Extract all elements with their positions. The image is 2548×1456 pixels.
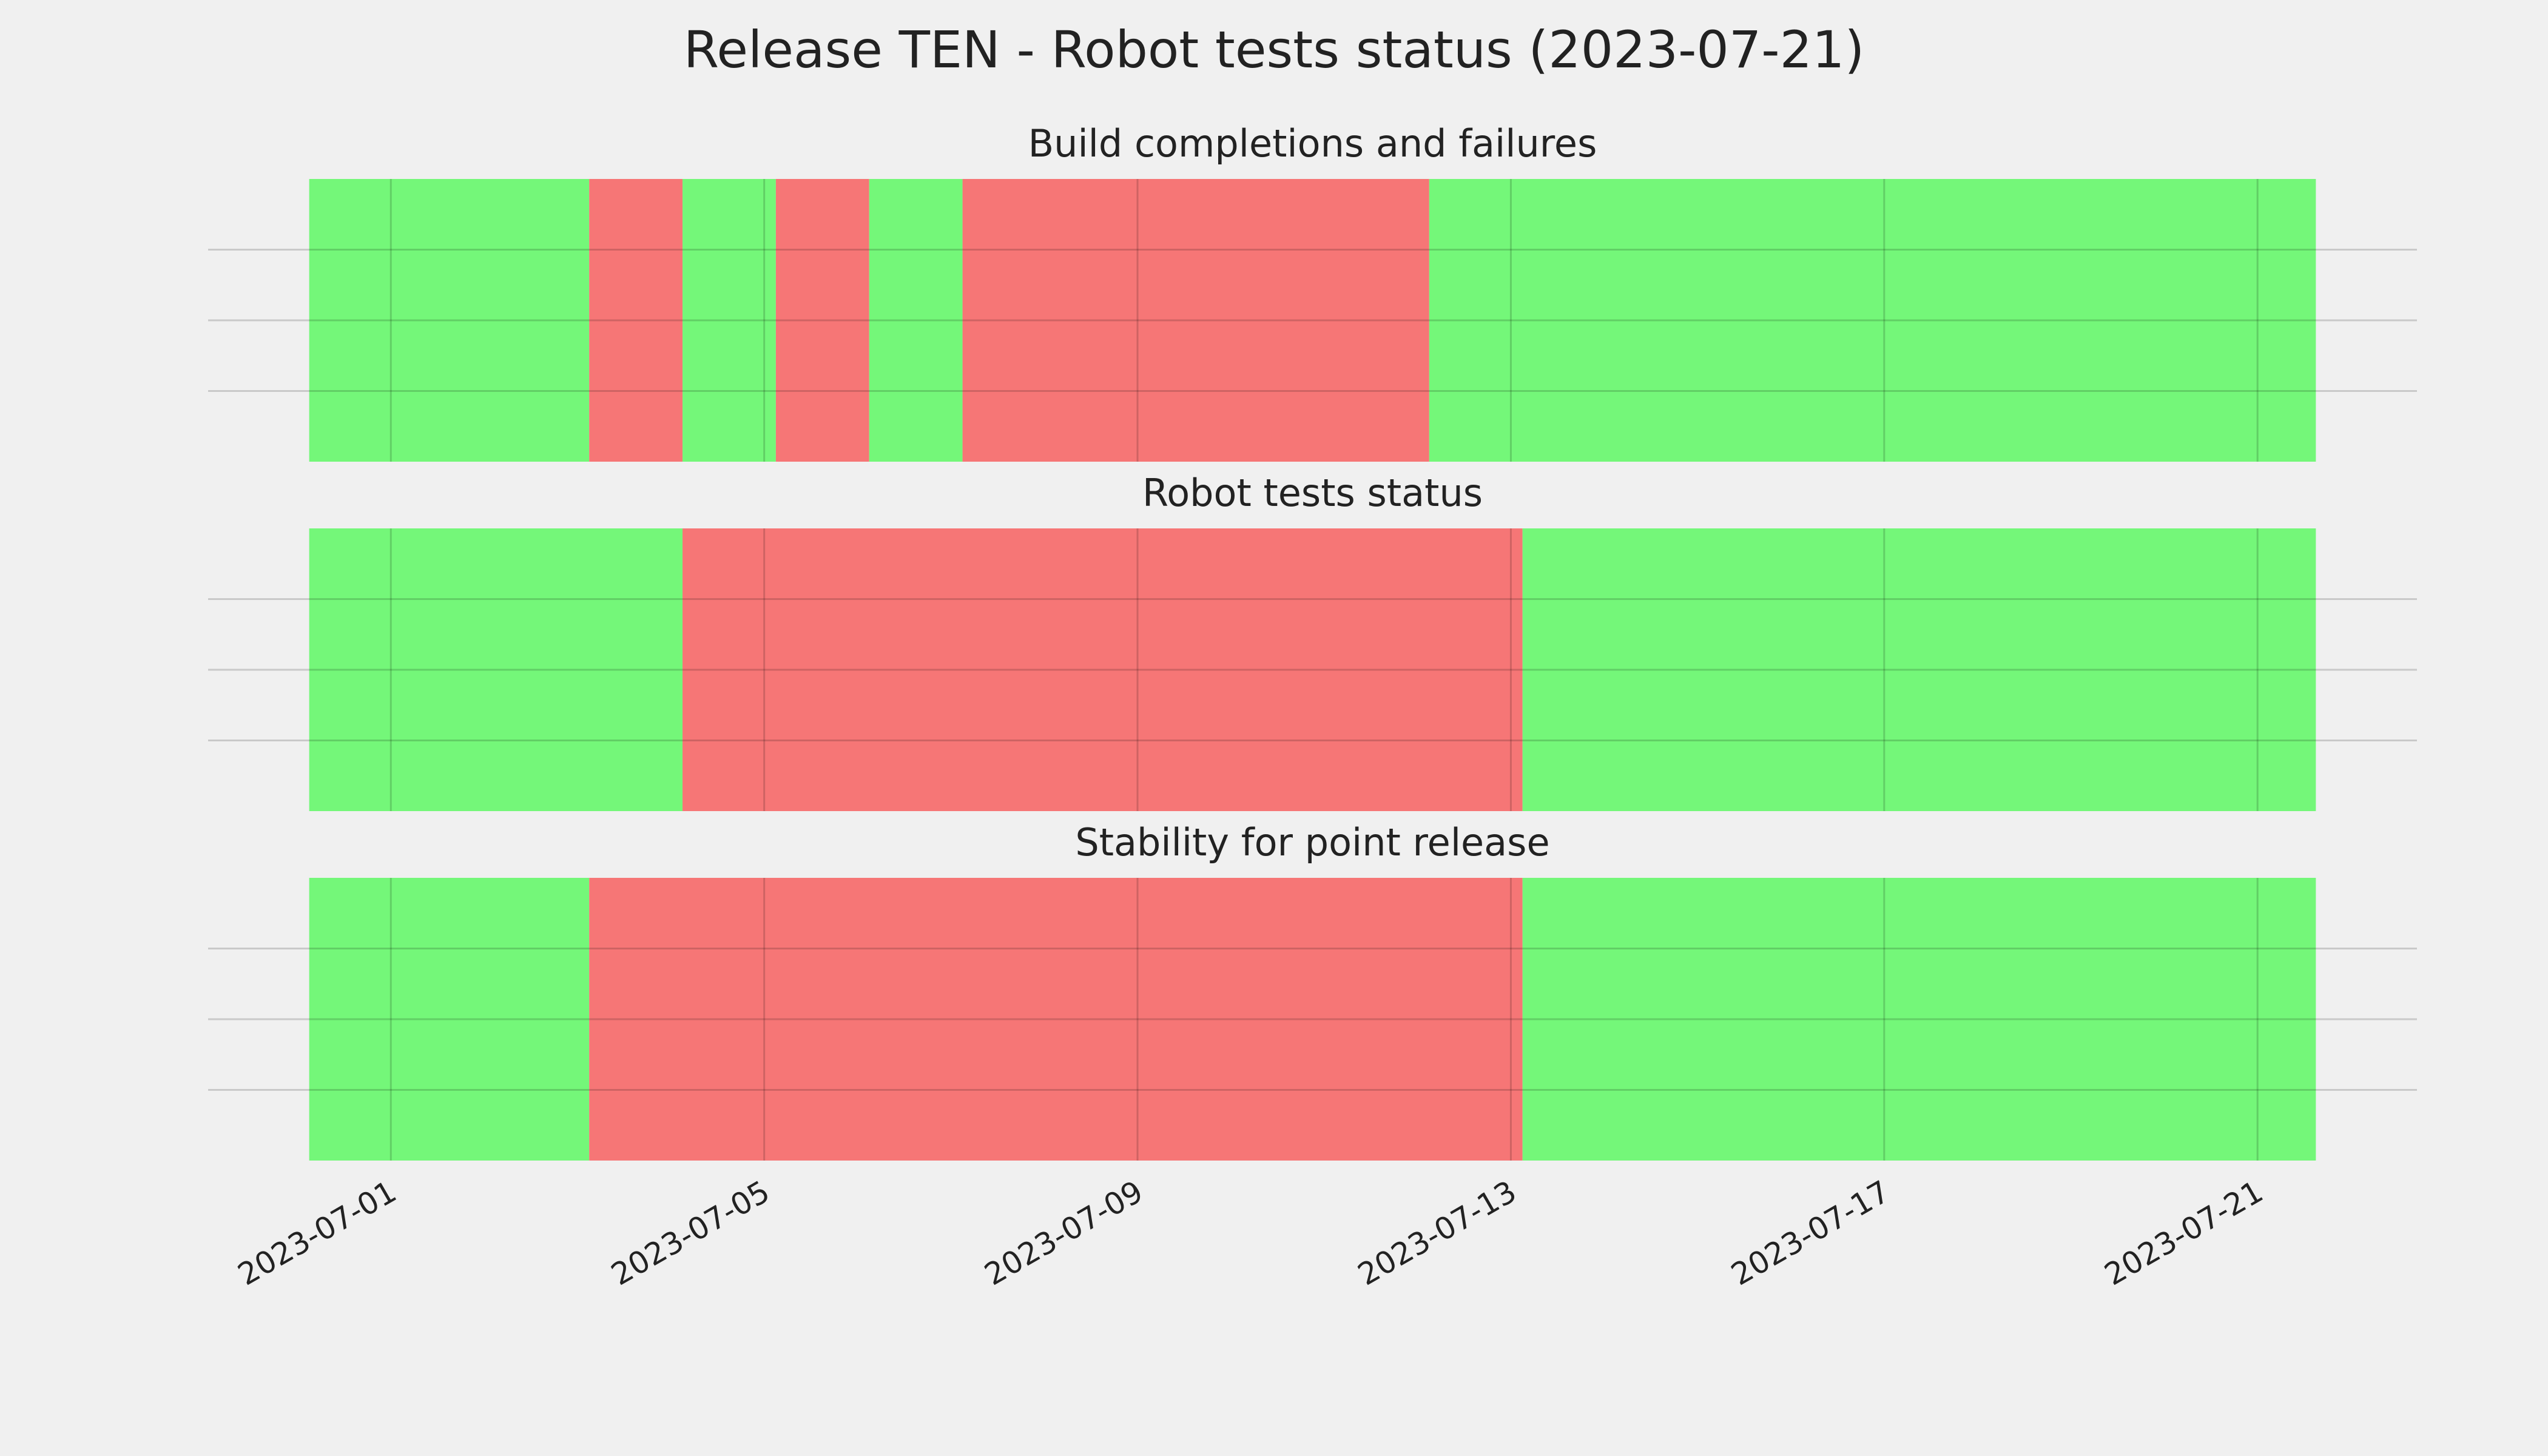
status-span xyxy=(682,179,776,462)
status-span xyxy=(869,179,963,462)
status-span xyxy=(1522,528,2316,811)
status-span xyxy=(309,528,683,811)
panel-title: Stability for point release xyxy=(1075,820,1549,864)
status-span xyxy=(1429,179,2316,462)
status-span xyxy=(589,179,683,462)
panel-title: Build completions and failures xyxy=(1028,121,1597,166)
status-span xyxy=(1522,878,2316,1161)
status-span xyxy=(962,179,1429,462)
status-span xyxy=(682,528,1523,811)
status-span xyxy=(775,179,869,462)
status-span xyxy=(589,878,1523,1161)
status-span xyxy=(309,179,590,462)
panel-title: Robot tests status xyxy=(1142,471,1483,515)
status-span xyxy=(309,878,590,1161)
chart-title: Release TEN - Robot tests status (2023-0… xyxy=(684,20,1864,79)
